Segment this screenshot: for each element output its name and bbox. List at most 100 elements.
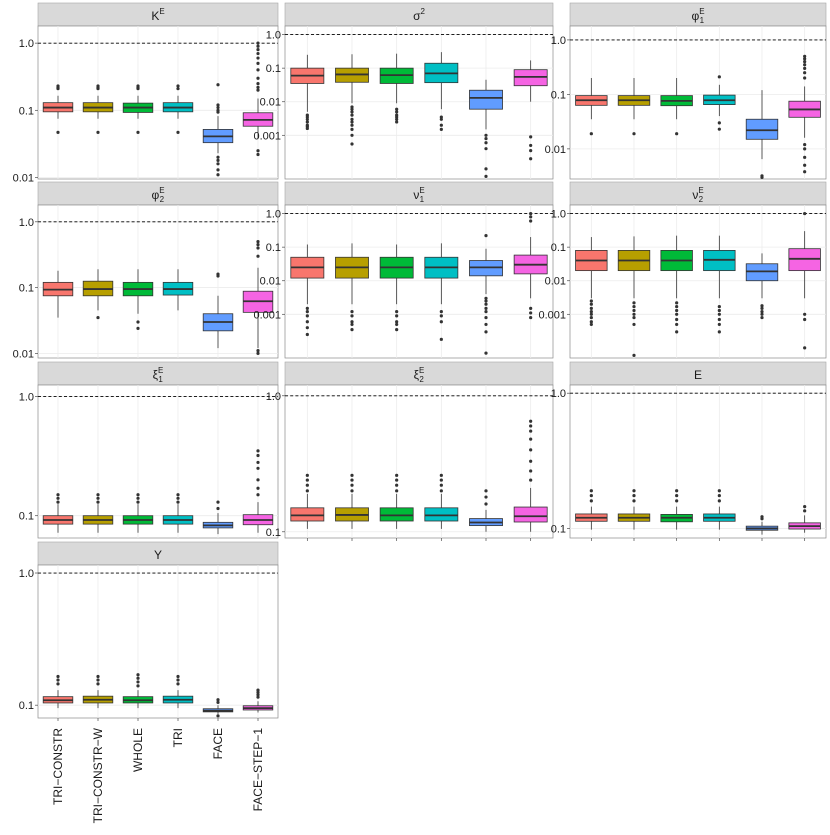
outlier-point bbox=[136, 673, 140, 677]
outlier-point bbox=[484, 315, 488, 320]
outlier-point bbox=[176, 682, 180, 686]
box-3 bbox=[703, 75, 736, 131]
outlier-point bbox=[350, 142, 354, 146]
outlier-point bbox=[136, 684, 140, 688]
panel-title-superscript: E bbox=[419, 186, 424, 195]
outlier-point bbox=[395, 310, 399, 314]
box-3 bbox=[703, 489, 736, 530]
y-tick-label: 0.01 bbox=[13, 348, 34, 360]
outlier-point bbox=[484, 322, 488, 327]
outlier-point bbox=[350, 489, 354, 493]
box-4 bbox=[202, 500, 234, 535]
panel-background bbox=[569, 25, 827, 180]
outlier-point bbox=[439, 320, 443, 324]
outlier-point bbox=[803, 317, 807, 322]
x-tick-label: TRI−CONSTR−W bbox=[91, 727, 105, 823]
outlier-point bbox=[484, 351, 488, 355]
outlier-point bbox=[176, 87, 180, 91]
y-tick-label: 1.0 bbox=[19, 392, 34, 404]
outlier-point bbox=[439, 314, 443, 318]
box-4 bbox=[202, 698, 234, 718]
outlier-point bbox=[484, 141, 488, 145]
outlier-point bbox=[96, 678, 100, 682]
panel-xi2E: ξE 2 1.0 0.1 bbox=[266, 361, 554, 541]
outlier-point bbox=[529, 424, 533, 428]
outlier-point bbox=[256, 41, 260, 45]
box-1 bbox=[82, 674, 114, 709]
outlier-point bbox=[305, 320, 309, 324]
panel-title: KE bbox=[151, 7, 164, 23]
outlier-point bbox=[96, 500, 100, 504]
outlier-point bbox=[350, 127, 354, 131]
box-1 bbox=[617, 489, 651, 530]
panel-title: νE 1 bbox=[413, 186, 424, 204]
outlier-point bbox=[760, 310, 764, 314]
outlier-point bbox=[484, 136, 488, 141]
outlier-point bbox=[305, 310, 309, 314]
outlier-point bbox=[632, 493, 636, 498]
panel-phi2E: φE 2 1.0 0.1 0.01 bbox=[13, 181, 279, 360]
box-3 bbox=[424, 243, 459, 341]
panel-background bbox=[37, 384, 279, 539]
outlier-point bbox=[589, 315, 593, 320]
outlier-point bbox=[96, 496, 100, 500]
box-1 bbox=[82, 269, 114, 320]
outlier-point bbox=[529, 459, 533, 463]
panel-background bbox=[284, 384, 554, 539]
outlier-point bbox=[395, 322, 399, 327]
outlier-point bbox=[256, 85, 260, 89]
box-1 bbox=[82, 493, 114, 533]
y-tick-label: 1.0 bbox=[266, 209, 281, 221]
outlier-point bbox=[56, 682, 60, 686]
box-5 bbox=[513, 60, 548, 161]
outlier-point bbox=[305, 483, 309, 487]
x-tick-label: FACE bbox=[211, 728, 225, 759]
outlier-point bbox=[632, 322, 636, 327]
outlier-point bbox=[803, 76, 807, 80]
outlier-point bbox=[717, 493, 721, 498]
panel-title: ξE 2 bbox=[414, 366, 425, 384]
y-tick-label: 0.01 bbox=[13, 173, 34, 185]
outlier-point bbox=[803, 54, 807, 58]
outlier-point bbox=[717, 489, 721, 493]
panel-title-base: ν bbox=[692, 188, 698, 202]
outlier-point bbox=[632, 301, 636, 305]
box-1 bbox=[335, 473, 369, 529]
panel-title: Y bbox=[154, 548, 162, 562]
outlier-point bbox=[350, 113, 354, 117]
outlier-point bbox=[529, 157, 533, 161]
outlier-point bbox=[256, 149, 260, 153]
panel-title: E bbox=[694, 368, 702, 382]
y-tick-label: 0.1 bbox=[551, 523, 566, 535]
box-2 bbox=[379, 53, 414, 124]
outlier-point bbox=[305, 117, 309, 121]
outlier-point bbox=[439, 483, 443, 487]
outlier-point bbox=[395, 107, 399, 111]
outlier-point bbox=[484, 147, 488, 151]
y-tick-label: 0.1 bbox=[551, 89, 566, 101]
panel-background bbox=[569, 384, 827, 539]
outlier-point bbox=[760, 304, 764, 308]
box-0 bbox=[290, 244, 325, 337]
box-3 bbox=[162, 269, 194, 311]
outlier-point bbox=[632, 308, 636, 313]
outlier-point bbox=[256, 44, 260, 48]
outlier-point bbox=[256, 349, 260, 353]
outlier-point bbox=[760, 306, 764, 310]
y-tick-label: 1.0 bbox=[266, 30, 281, 42]
box-2 bbox=[379, 244, 414, 332]
outlier-point bbox=[350, 117, 354, 121]
outlier-point bbox=[803, 71, 807, 75]
y-tick-label: 1.0 bbox=[19, 38, 34, 50]
x-tick-label: TRI bbox=[171, 728, 185, 747]
outlier-point bbox=[176, 493, 180, 497]
outlier-point bbox=[484, 296, 488, 300]
y-tick-label: 0.1 bbox=[266, 63, 281, 75]
outlier-point bbox=[439, 117, 443, 121]
outlier-point bbox=[56, 84, 60, 88]
panel-title-subscript: 2 bbox=[419, 375, 424, 384]
outlier-point bbox=[350, 478, 354, 482]
outlier-point bbox=[803, 505, 807, 509]
